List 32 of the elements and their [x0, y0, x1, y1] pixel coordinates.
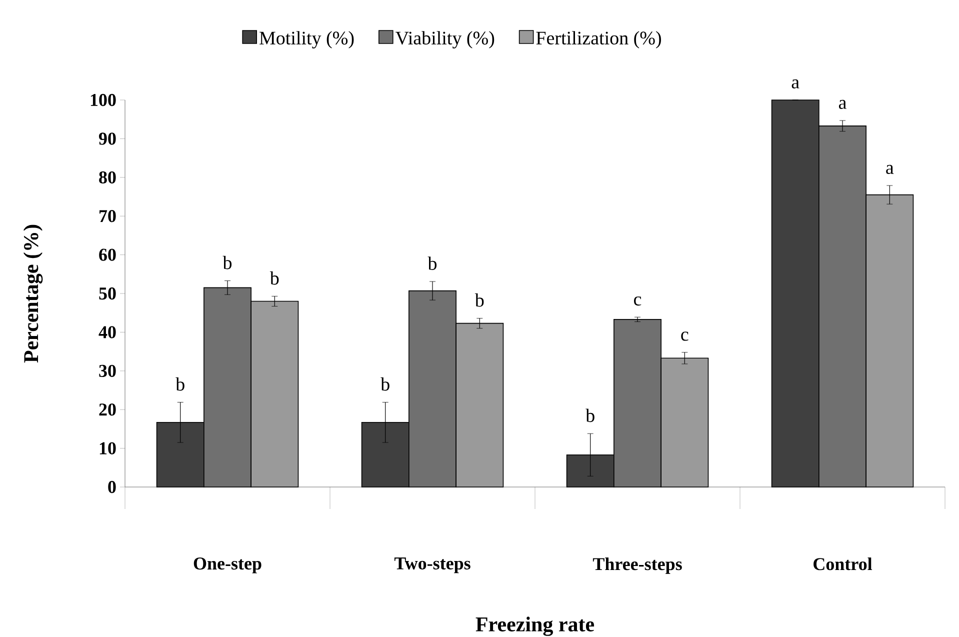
data-label: b: [270, 271, 279, 285]
data-label: a: [792, 79, 800, 88]
x-tick-label: Two-steps: [394, 558, 470, 574]
y-tick-label: 10: [100, 442, 116, 454]
x-tick-label: One-step: [194, 558, 262, 574]
y-tick-label: 30: [99, 364, 116, 377]
data-label: b: [428, 256, 437, 270]
data-label: b: [176, 377, 184, 391]
y-tick-label: 20: [99, 404, 116, 416]
y-tick-label: 40: [98, 326, 116, 338]
y-axis-title: Percentage (%): [23, 224, 43, 363]
legend-label: Fertilization (%): [536, 31, 661, 48]
data-label: a: [838, 100, 846, 109]
data-label: b: [474, 293, 484, 307]
y-tick-label: 70: [100, 210, 116, 222]
y-tick-label: 100: [90, 94, 116, 106]
data-label: b: [586, 408, 594, 422]
legend-label: Viability (%): [396, 31, 494, 48]
data-label: a: [886, 164, 894, 174]
y-tick-label: 80: [99, 171, 116, 184]
x-tick-label: Control: [814, 558, 872, 570]
x-axis-title: Freezing rate: [476, 616, 594, 636]
legend-label: Motility (%): [260, 31, 354, 48]
y-tick-label: 0: [108, 480, 116, 494]
data-label: c: [634, 296, 642, 306]
y-tick-label: 60: [99, 248, 116, 261]
data-label: c: [681, 332, 688, 341]
data-label: b: [380, 377, 390, 391]
data-label: b: [222, 256, 232, 270]
y-tick-label: 90: [98, 132, 116, 145]
x-tick-label: Three-steps: [592, 558, 682, 574]
y-tick-label: 50: [99, 287, 116, 300]
